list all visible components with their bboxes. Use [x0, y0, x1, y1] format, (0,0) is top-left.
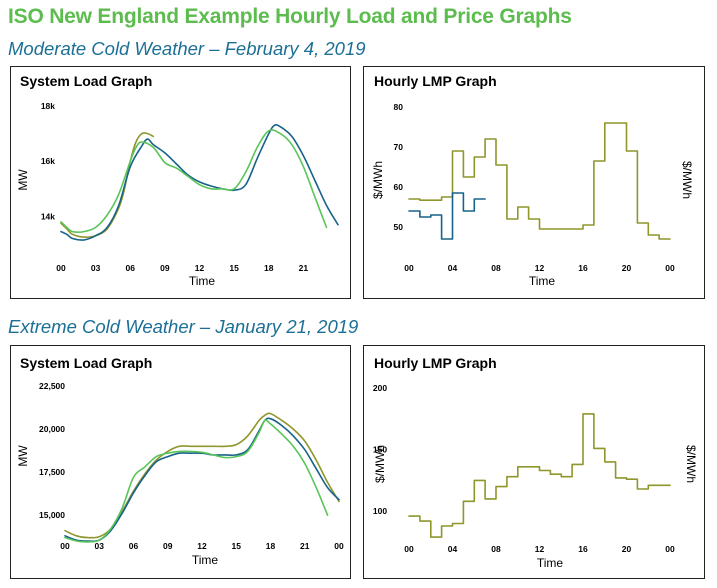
x-tick-label: 20 — [622, 263, 632, 273]
x-tick-label: 06 — [126, 263, 136, 273]
x-axis-label: Time — [529, 274, 556, 288]
x-axis-label: Time — [537, 556, 564, 570]
y-tick-label: 18k — [41, 101, 55, 111]
x-tick-label: 16 — [578, 263, 588, 273]
x-tick-label: 15 — [229, 263, 239, 273]
chart-title: Hourly LMP Graph — [374, 73, 497, 89]
y-tick-label: 100 — [373, 506, 387, 516]
x-tick-label: 00 — [665, 263, 675, 273]
page-title: ISO New England Example Hourly Load and … — [8, 5, 572, 28]
x-tick-label: 21 — [300, 541, 310, 551]
y-tick-label: 50 — [394, 222, 404, 232]
line-series-light — [64, 419, 329, 543]
y-tick-label: 16k — [41, 156, 55, 166]
y-axis-label-right: $/MWh — [684, 445, 698, 483]
line-series-dark — [60, 123, 339, 241]
moderate-hourly-lmp-panel: Hourly LMP Graph 50 60 70 80 00 04 08 12 16 20 00 Ti… — [363, 66, 705, 299]
x-tick-label: 00 — [404, 263, 414, 273]
x-tick-label: 00 — [665, 544, 675, 554]
line-series-olive — [60, 132, 155, 238]
x-tick-label: 06 — [129, 541, 139, 551]
y-tick-label: 22,500 — [39, 381, 65, 391]
x-tick-label: 12 — [197, 541, 207, 551]
y-tick-label: 20,000 — [39, 424, 65, 434]
x-tick-label: 00 — [56, 263, 66, 273]
extreme-lmp-chart: Hourly LMP Graph 100 150 200 00 04 08 12 16 20 00 T… — [373, 355, 698, 570]
y-tick-label: 17,500 — [39, 467, 65, 477]
moderate-load-chart: System Load Graph 14k 16k 18k 00 03 06 09 12 15 18… — [16, 73, 339, 288]
chart-title: Hourly LMP Graph — [374, 355, 497, 371]
x-tick-label: 12 — [535, 544, 545, 554]
x-tick-label: 00 — [334, 541, 344, 551]
extreme-system-load-panel: System Load Graph 15,000 17,500 20,000 22,50… — [10, 345, 351, 579]
y-tick-label: 15,000 — [39, 510, 65, 520]
x-tick-label: 18 — [266, 541, 276, 551]
y-axis-label-right: $/MWh — [680, 161, 694, 199]
x-tick-label: 15 — [232, 541, 242, 551]
y-axis-label: $/MWh — [373, 445, 387, 483]
x-tick-label: 03 — [95, 541, 105, 551]
y-axis-label: $/MWh — [371, 161, 385, 199]
x-tick-label: 20 — [622, 544, 632, 554]
y-axis-label: MW — [16, 445, 30, 467]
x-tick-label: 04 — [448, 263, 458, 273]
y-tick-label: 60 — [394, 182, 404, 192]
x-tick-label: 00 — [404, 544, 414, 554]
y-tick-label: 70 — [394, 142, 404, 152]
section-title-extreme: Extreme Cold Weather – January 21, 2019 — [8, 316, 359, 337]
x-tick-label: 09 — [160, 263, 170, 273]
extreme-load-chart: System Load Graph 15,000 17,500 20,000 22,50… — [16, 355, 344, 567]
x-axis-label: Time — [189, 274, 216, 288]
x-tick-label: 00 — [60, 541, 70, 551]
x-tick-label: 09 — [163, 541, 173, 551]
x-tick-label: 16 — [578, 544, 588, 554]
y-tick-label: 80 — [394, 102, 404, 112]
line-lmp-olive — [408, 413, 671, 538]
moderate-system-load-panel: System Load Graph 14k 16k 18k 00 03 06 09 12 15 18… — [10, 66, 351, 299]
x-tick-label: 08 — [491, 544, 501, 554]
x-tick-label: 12 — [535, 263, 545, 273]
line-series-light — [60, 129, 328, 233]
y-tick-label: 150 — [373, 445, 387, 455]
x-tick-label: 12 — [195, 263, 205, 273]
y-axis-label: MW — [16, 169, 30, 191]
line-lmp-olive — [408, 122, 671, 240]
chart-title: System Load Graph — [20, 73, 152, 89]
extreme-hourly-lmp-panel: Hourly LMP Graph 100 150 200 00 04 08 12 16 20 00 T… — [363, 345, 705, 579]
y-tick-label: 200 — [373, 383, 387, 393]
x-axis-label: Time — [192, 553, 219, 567]
line-lmp-dark — [408, 192, 486, 240]
moderate-lmp-chart: Hourly LMP Graph 50 60 70 80 00 04 08 12 16 20 00 Ti… — [371, 73, 694, 288]
line-series-olive — [64, 412, 340, 539]
y-tick-label: 14k — [41, 211, 55, 221]
section-title-moderate: Moderate Cold Weather – February 4, 2019 — [8, 38, 366, 59]
x-tick-label: 03 — [91, 263, 101, 273]
line-series-dark — [64, 417, 340, 543]
x-tick-label: 04 — [448, 544, 458, 554]
x-tick-label: 18 — [264, 263, 274, 273]
x-tick-label: 08 — [491, 263, 501, 273]
chart-title: System Load Graph — [20, 355, 152, 371]
x-tick-label: 21 — [299, 263, 309, 273]
